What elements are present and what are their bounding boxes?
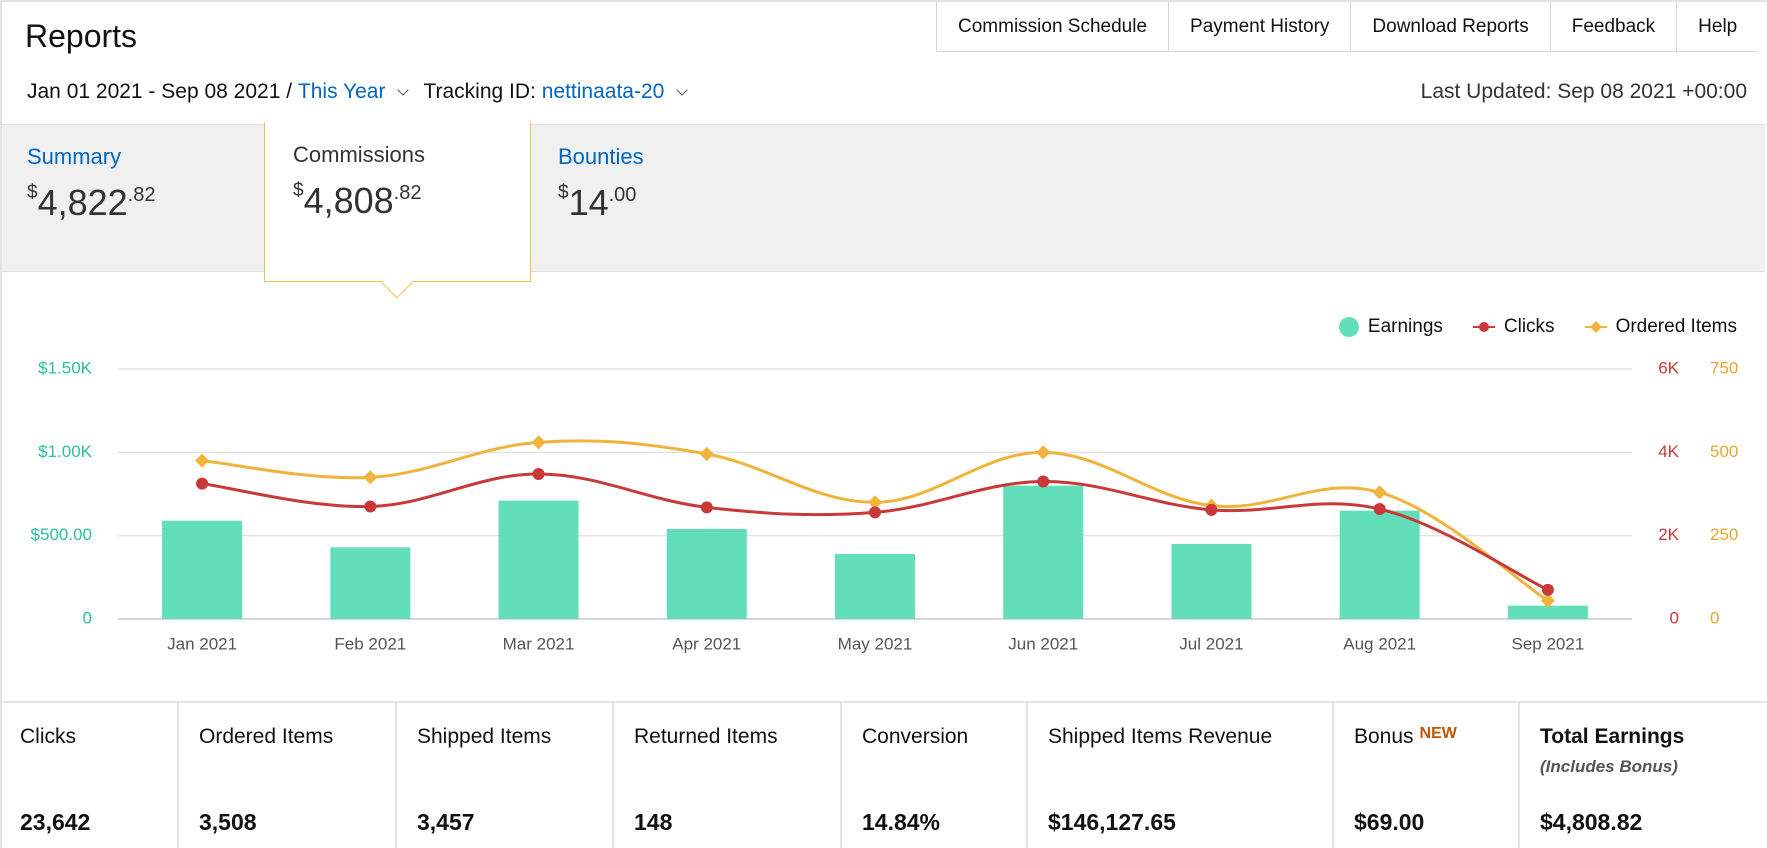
earnings-bar [1507, 605, 1588, 619]
new-badge: NEW [1419, 725, 1457, 742]
stat-bonus: Bonus NEW $69.00 [1334, 703, 1520, 848]
date-range: Jan 01 2021 - Sep 08 2021 / [27, 80, 293, 103]
stat-clicks: Clicks 23,642 [0, 703, 179, 848]
tab-summary[interactable]: Summary $4,822.82 [27, 124, 155, 272]
top-nav: Commission Schedule Payment History Down… [936, 2, 1759, 52]
ordered-items-point [1372, 485, 1387, 500]
period-chevron-down-icon[interactable] [397, 83, 410, 96]
last-updated: Last Updated: Sep 08 2021 +00:00 [1420, 80, 1747, 103]
stat-total-earnings: Total Earnings (Includes Bonus) $4,808.82 [1540, 725, 1685, 835]
ordered-items-point [1540, 593, 1555, 608]
earnings-bar [162, 520, 243, 619]
x-tick-label: Mar 2021 [503, 634, 575, 653]
stat-conversion: Conversion 14.84% [842, 703, 1028, 848]
feedback-link[interactable]: Feedback [1551, 2, 1678, 51]
tracking-chevron-down-icon[interactable] [676, 83, 688, 96]
commissions-amount: $4,808.82 [293, 180, 422, 221]
clicks-point [700, 501, 713, 514]
clicks-point [196, 477, 209, 490]
tracking-id-label: Tracking ID: [423, 80, 536, 103]
x-tick-label: Aug 2021 [1343, 634, 1416, 653]
stat-shipped-items: Shipped Items 3,457 [397, 703, 614, 848]
stat-shipped-items-revenue: Shipped Items Revenue $146,127.65 [1028, 703, 1334, 848]
tab-bounties[interactable]: Bounties $14.00 [558, 124, 644, 272]
legend-clicks[interactable]: Clicks [1472, 316, 1555, 338]
ordered-items-point [363, 470, 378, 485]
x-tick-label: Jul 2021 [1179, 634, 1243, 653]
commissions-tab-label: Commissions [293, 142, 426, 167]
x-tick-label: Sep 2021 [1511, 634, 1584, 653]
earnings-bar [330, 547, 411, 619]
y-tick-label-right-items: 0 [1710, 608, 1719, 627]
clicks-point [1373, 503, 1386, 515]
download-reports-link[interactable]: Download Reports [1351, 2, 1551, 51]
earnings-bar [498, 500, 579, 619]
bounties-tab-label[interactable]: Bounties [558, 144, 644, 169]
x-tick-label: Feb 2021 [334, 634, 406, 653]
ordered-items-point [531, 435, 546, 450]
stat-ordered-items: Ordered Items 3,508 [179, 703, 397, 848]
help-link[interactable]: Help [1698, 16, 1738, 37]
earnings-chart: 0 $500.00 $1.00K $1.50K 0 2K 4K 6K 0 250 500 750 Jan… [31, 358, 1739, 653]
stat-returned-items: Returned Items 148 [614, 703, 842, 848]
x-tick-label: Apr 2021 [672, 634, 741, 653]
summary-amount: $4,822.82 [27, 182, 156, 223]
clicks-point [364, 500, 377, 513]
clicks-point [1541, 583, 1554, 596]
clicks-point [1037, 475, 1050, 488]
earnings-bar [1339, 510, 1420, 619]
y-tick-label-left: $1.00K [38, 442, 93, 461]
x-tick-label: Jan 2021 [167, 634, 237, 653]
earnings-bar [835, 554, 915, 619]
y-tick-label-left: $1.50K [38, 358, 93, 377]
payment-history-link[interactable]: Payment History [1169, 2, 1352, 51]
x-tick-label: May 2021 [838, 634, 913, 653]
ordered-items-point [699, 446, 714, 462]
clicks-point [532, 468, 545, 480]
page-title: Reports [25, 18, 138, 54]
y-tick-label-right-items: 500 [1710, 442, 1738, 461]
earnings-bar [666, 529, 747, 619]
earnings-swatch-icon [1338, 317, 1359, 337]
y-tick-label-left: 0 [83, 608, 92, 627]
earnings-bar [1003, 485, 1084, 619]
y-tick-label-right-items: 250 [1710, 525, 1738, 544]
tab-commissions[interactable]: Commissions $4,808.82 [264, 122, 531, 282]
tracking-id-dropdown[interactable]: nettinaata-20 [541, 80, 665, 103]
y-tick-label-left: $500.00 [31, 525, 92, 544]
y-tick-label-right-clicks: 2K [1658, 525, 1679, 544]
x-tick-label: Jun 2021 [1008, 634, 1078, 653]
ordered-items-point [195, 453, 210, 468]
commission-schedule-link[interactable]: Commission Schedule [937, 2, 1170, 51]
period-dropdown[interactable]: This Year [297, 80, 386, 103]
y-tick-label-right-clicks: 0 [1670, 608, 1679, 627]
y-tick-label-right-clicks: 4K [1658, 442, 1679, 461]
summary-tab-label[interactable]: Summary [27, 144, 122, 169]
clicks-swatch-icon [1472, 320, 1495, 334]
bounties-amount: $14.00 [558, 182, 637, 223]
chart-legend: Earnings Clicks Ordered Items [1309, 316, 1737, 338]
report-filters: Jan 01 2021 - Sep 08 2021 / This Year Tr… [27, 80, 696, 104]
ordered-items-point [1036, 445, 1051, 460]
stats-row: Clicks 23,642 Ordered Items 3,508 Shippe… [0, 701, 1767, 848]
clicks-point [1205, 503, 1218, 516]
ordered-items-swatch-icon [1584, 320, 1607, 334]
earnings-bar [1171, 544, 1252, 619]
clicks-point [869, 506, 881, 519]
y-tick-label-right-clicks: 6K [1658, 358, 1679, 377]
legend-ordered-items[interactable]: Ordered Items [1584, 316, 1737, 338]
legend-earnings[interactable]: Earnings [1338, 316, 1443, 338]
y-tick-label-right-items: 750 [1710, 358, 1738, 377]
ordered-items-point [867, 495, 883, 510]
